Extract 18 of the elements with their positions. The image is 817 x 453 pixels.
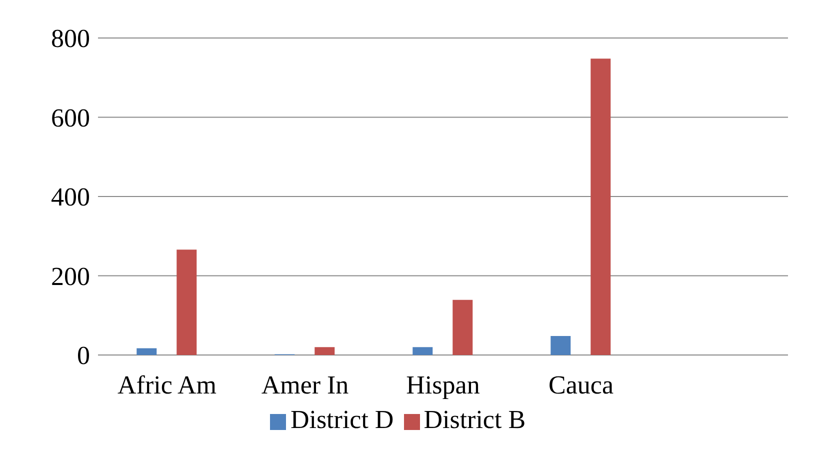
bar	[550, 336, 571, 355]
bar	[452, 300, 473, 355]
bar	[590, 58, 611, 355]
x-tick-label: Amer In	[261, 370, 349, 400]
x-tick-label: Cauca	[548, 370, 614, 400]
y-tick-label: 0	[77, 341, 90, 370]
x-tick-label: Hispan	[406, 370, 480, 400]
bar	[136, 348, 157, 355]
y-tick-label: 800	[51, 24, 90, 54]
legend-label: District D	[290, 405, 394, 434]
x-tick-label: Afric Am	[118, 370, 216, 400]
bar	[314, 347, 335, 355]
y-tick-label: 400	[51, 182, 90, 212]
y-tick-label: 600	[51, 103, 90, 132]
y-tick-label: 200	[51, 262, 90, 291]
legend-label: District B	[424, 405, 526, 434]
bar	[412, 347, 433, 355]
bar	[176, 250, 197, 355]
